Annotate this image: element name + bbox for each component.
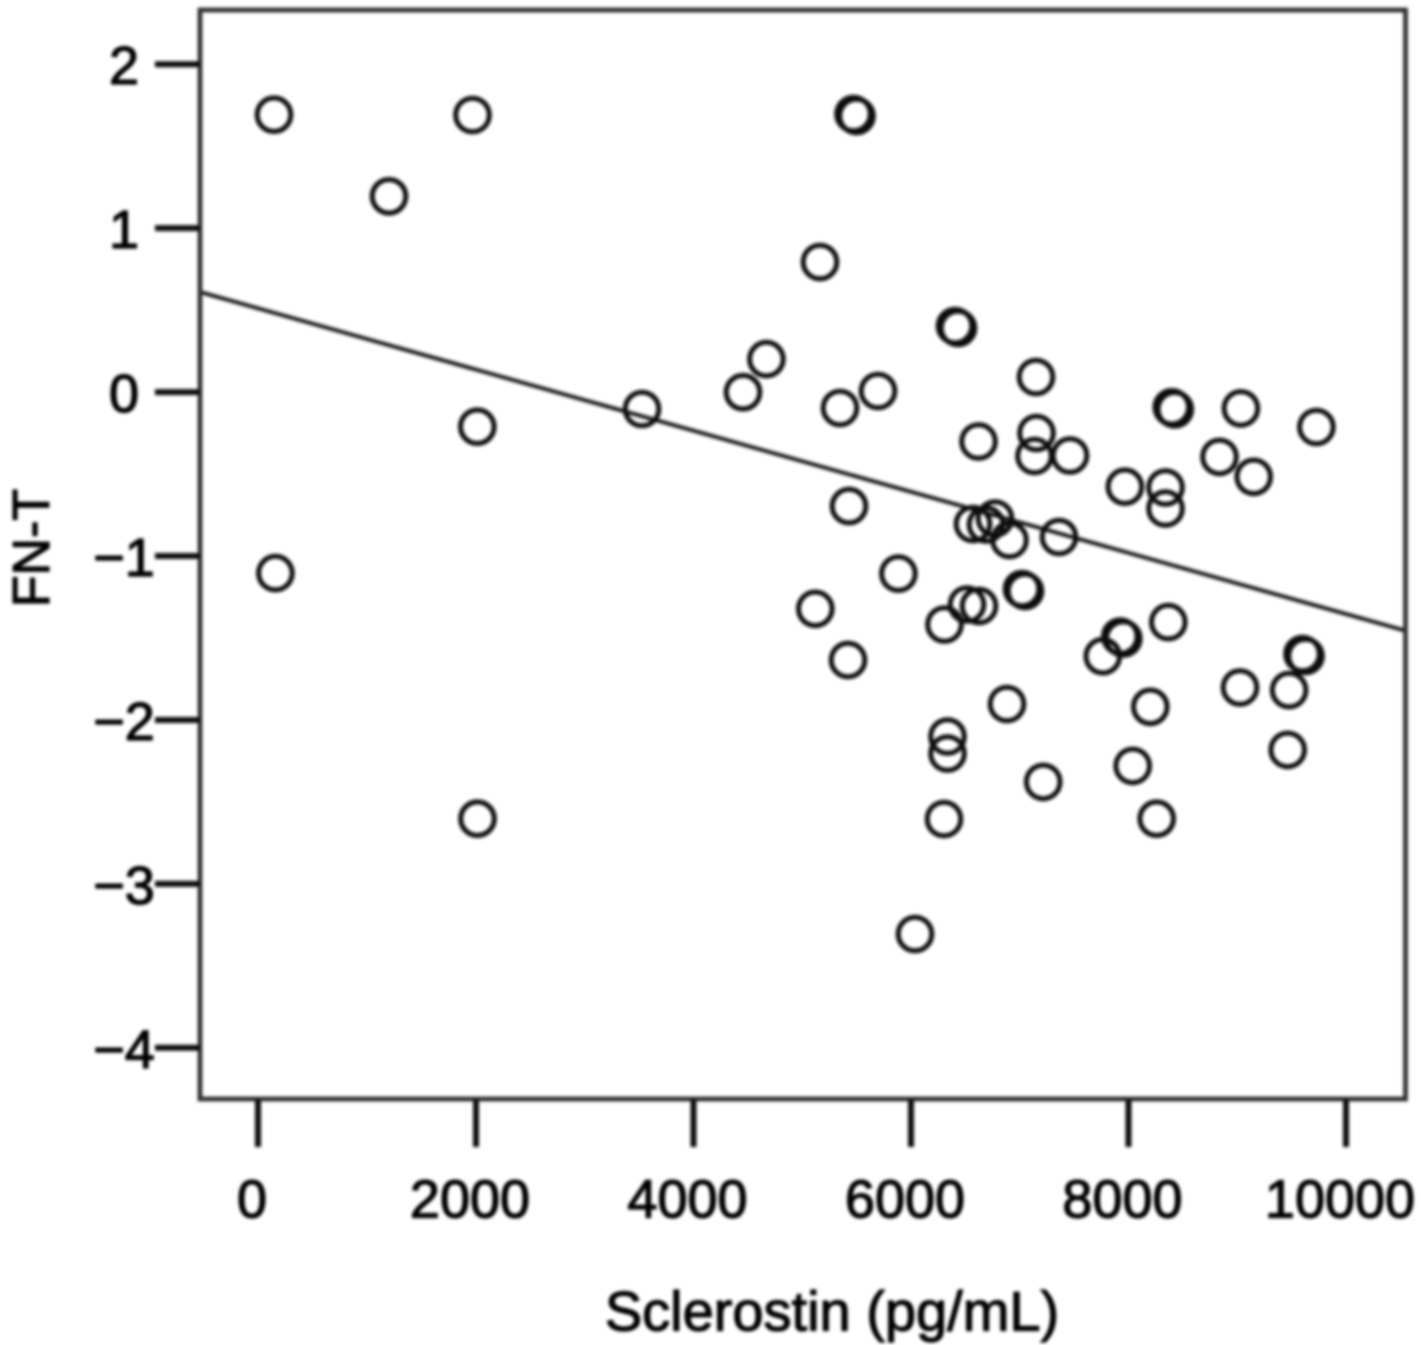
svg-text:10000: 10000	[1265, 1170, 1415, 1230]
svg-text:−2: −2	[93, 692, 155, 752]
svg-text:8000: 8000	[1062, 1170, 1182, 1230]
svg-text:FN-T: FN-T	[3, 489, 61, 607]
svg-text:−3: −3	[93, 856, 155, 916]
svg-text:−4: −4	[93, 1020, 155, 1080]
svg-text:0: 0	[109, 364, 139, 424]
svg-text:2: 2	[109, 36, 139, 96]
svg-text:2000: 2000	[410, 1170, 530, 1230]
svg-text:6000: 6000	[845, 1170, 965, 1230]
svg-text:1: 1	[109, 200, 139, 260]
svg-text:−1: −1	[93, 528, 155, 588]
svg-text:0: 0	[237, 1170, 267, 1230]
svg-text:Sclerostin (pg/mL): Sclerostin (pg/mL)	[605, 1280, 1059, 1343]
svg-text:4000: 4000	[627, 1170, 747, 1230]
